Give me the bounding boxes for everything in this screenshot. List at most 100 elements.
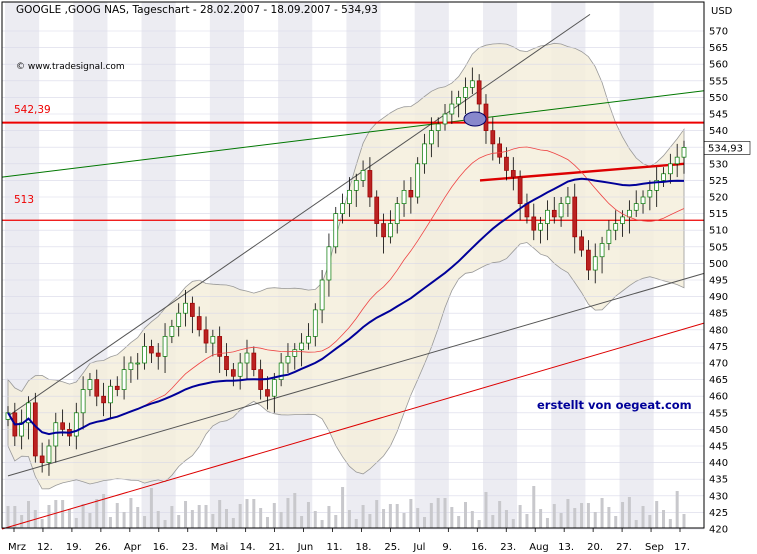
volume-bar [40,519,44,528]
volume-bar [327,506,331,528]
candle-body [353,180,359,191]
candle-body [326,246,332,281]
trendline-upper-channel [7,13,591,417]
candle-body [674,156,680,165]
volume-bar [177,515,181,528]
candle-body [538,223,543,231]
candle-body [592,256,598,271]
candle-body [517,176,523,204]
y-tick-label: 445 [709,442,728,453]
x-tick-label: Mai [211,542,229,553]
volume-bar [293,493,297,528]
volume-bar [347,510,351,528]
volume-bar [81,504,85,528]
candle-body [73,412,79,437]
y-tick-label: 460 [709,392,728,403]
volume-bar [361,505,365,528]
y-tick-label: 420 [709,525,728,536]
volume-bar [122,512,126,528]
candle-body [381,223,386,238]
x-tick-label: Aug [529,542,549,553]
y-tick-label: 530 [709,159,728,170]
volume-bar [184,501,188,528]
volume-bar [429,503,433,528]
y-tick-label: 435 [709,475,728,486]
candle-body [128,362,134,370]
candle-body [463,87,468,98]
volume-bar [341,487,345,528]
candle-body [558,203,564,218]
volume-bar [26,501,30,528]
volume-bar [627,497,631,528]
candle-body [210,336,216,344]
volume-bar [573,508,577,528]
volume-bar [545,518,549,528]
candle-body [80,389,86,414]
volume-bar [477,520,481,528]
y-tick-label: 540 [709,126,728,137]
volume-bar [320,520,324,528]
volume-bar [61,500,65,528]
candle-body [579,236,584,251]
x-tick-label: 9. [442,542,452,553]
candle-body [169,326,175,337]
volume-bar [170,506,174,528]
x-tick-label: Apr [124,542,142,553]
volume-bar [129,498,133,528]
candle-body [196,316,202,331]
y-tick-label: 425 [709,508,728,519]
volume-bar [211,514,215,528]
candle-body [456,97,462,105]
candle-body [490,130,496,145]
candle-body [572,196,578,238]
volume-bar [149,488,153,528]
candle-body [497,143,502,158]
volume-bar [586,503,590,528]
candle-body [435,123,441,131]
candle-body [299,342,304,351]
x-tick-label: 26. [95,542,111,553]
volume-bar [566,499,570,528]
candle-body [401,190,407,204]
candle-body [251,352,257,370]
candle-body [285,356,291,364]
candle-body [360,170,366,181]
candle-body [190,302,195,317]
volume-bar [115,503,119,528]
candle-body [408,190,414,198]
volume-bar [484,492,488,528]
x-tick-label: 12. [37,542,53,553]
volume-bar [368,514,372,528]
volume-bar [552,504,556,528]
y-tick-label: 520 [709,193,728,204]
volume-bar [450,507,454,528]
x-tick-label: 16. [471,542,487,553]
chart-title: GOOGLE ,GOOG NAS, Tageschart - 28.02.200… [16,4,378,16]
volume-bar [498,501,502,528]
y-unit-label: USD [711,6,733,17]
y-tick-label: 525 [709,176,728,187]
candle-body [176,312,182,327]
volume-bar [231,518,235,528]
last-price-label: 534,93 [708,143,743,154]
candle-body [203,329,209,344]
volume-bar [20,515,24,528]
volume-bar [375,500,379,528]
candle-body [347,190,352,204]
volume-bar [47,505,51,528]
y-tick-label: 465 [709,375,728,386]
volume-bar [238,504,242,528]
candle-body [87,379,93,390]
plot-frame [1,1,705,529]
candle-body [312,309,318,337]
watermark: © www.tradesignal.com [16,62,125,72]
volume-bar [409,499,413,528]
y-tick-label: 450 [709,425,728,436]
y-tick-label: 430 [709,491,728,502]
volume-bar [163,520,167,528]
volume-bar [286,498,290,528]
candle-body [32,402,38,457]
volume-bar [463,502,467,528]
volume-bar [388,504,392,528]
volume-bar [491,515,495,528]
